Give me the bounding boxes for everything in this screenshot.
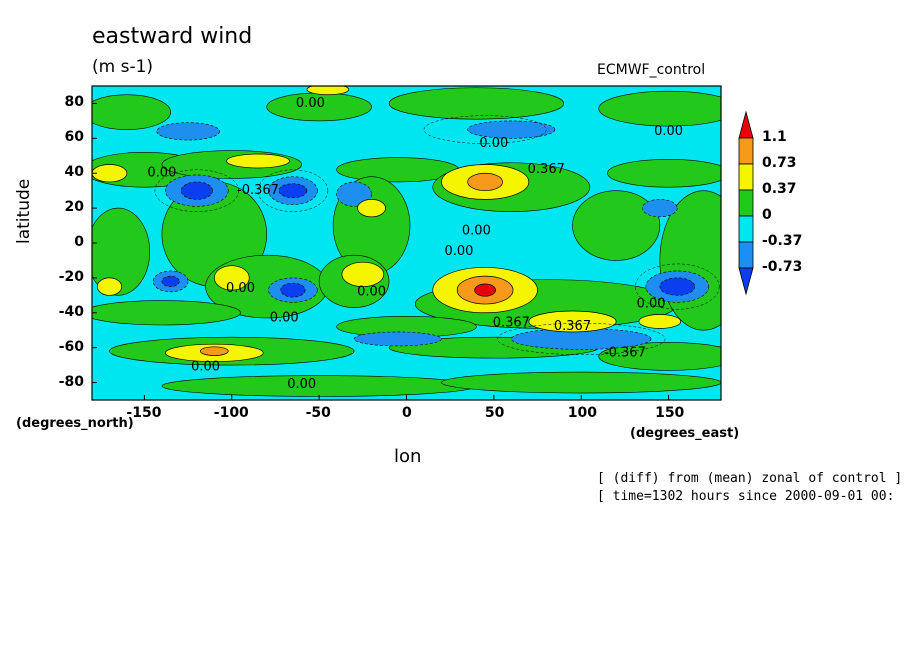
y-tick-label: 40	[64, 164, 84, 181]
contour-label: 0.00	[462, 223, 491, 238]
colorbar-top-arrow	[738, 110, 754, 139]
contour-region-negative	[642, 199, 678, 218]
contour-line	[497, 322, 666, 355]
contour-line	[423, 115, 547, 144]
contour-region-positive	[161, 375, 477, 397]
x-tick-label: 150	[655, 405, 685, 421]
x-tick-label: 100	[567, 405, 597, 421]
colorbar-tick-label: -0.37	[762, 233, 803, 249]
contour-label: -0.367	[604, 345, 646, 360]
contour-line	[635, 263, 720, 310]
contour-region-max	[474, 283, 496, 297]
contour-region-negative	[467, 120, 556, 139]
y-tick-label: -20	[58, 268, 84, 285]
colorbar-tick-label: -0.73	[762, 259, 803, 275]
contour-region-min	[280, 282, 306, 298]
y-tick-label: -60	[58, 338, 84, 355]
chart-units: (m s-1)	[92, 57, 154, 77]
colorbar-tick-label: 1.1	[762, 129, 787, 145]
contour-label: 0.00	[296, 96, 325, 111]
contour-region-positive	[598, 342, 721, 371]
contour-region-positive	[598, 90, 721, 127]
y-tick-label: 20	[64, 199, 84, 216]
contour-label: 0.00	[479, 136, 508, 151]
y-tick-label: 80	[64, 94, 84, 111]
y-unit-label: (degrees_north)	[16, 416, 134, 431]
contour-region-strong-positive	[306, 86, 350, 96]
contour-region-strong-positive	[638, 314, 682, 329]
colorbar-segment	[738, 189, 754, 217]
contour-region-min	[659, 277, 696, 296]
colorbar-tick-label: 0	[762, 207, 772, 223]
colorbar-tick-label: 0.37	[762, 181, 797, 197]
note-line-2: [ time=1302 hours since 2000-09-01 00:	[597, 489, 895, 504]
contour-region-min	[278, 183, 308, 198]
contour-region-strong-positive	[96, 277, 123, 296]
contour-label: 0.00	[287, 377, 316, 392]
contour-label: 0.00	[357, 284, 386, 299]
contour-region-strong-positive	[341, 261, 385, 287]
y-tick-label: 0	[74, 234, 84, 250]
contour-region-min	[161, 275, 180, 287]
contour-region-positive	[572, 190, 661, 261]
contour-label: 0.00	[270, 311, 299, 326]
x-tick-label: 0	[402, 405, 412, 421]
contour-region-strong-positive	[357, 199, 386, 218]
contour-label: 0.00	[444, 244, 473, 259]
contour-label: 0.00	[226, 281, 255, 296]
x-tick-label: 50	[484, 405, 505, 421]
contour-region-negative	[336, 181, 372, 207]
x-tick-label: -50	[305, 405, 331, 421]
x-tick-label: -150	[126, 405, 162, 421]
dataset-label: ECMWF_control	[597, 62, 706, 78]
contour-label: 0.00	[191, 359, 220, 374]
colorbar-segment	[738, 137, 754, 165]
y-tick-label: -40	[58, 303, 84, 320]
contour-region-positive	[92, 94, 171, 130]
contour-label: -0.367	[237, 183, 279, 198]
contour-label: 0.00	[147, 166, 176, 181]
chart-title: eastward wind	[92, 24, 253, 49]
contour-region-negative	[156, 122, 220, 141]
contour-region-core	[467, 172, 503, 192]
y-axis-label: latitude	[14, 178, 34, 244]
y-tick-label: 60	[64, 129, 84, 146]
x-tick-label: -100	[213, 405, 249, 421]
note-line-1: [ (diff) from (mean) zonal of control ]	[597, 471, 903, 486]
colorbar-segment	[738, 163, 754, 191]
contour-line	[154, 169, 240, 212]
x-axis-label: lon	[394, 446, 422, 467]
contour-region-negative	[353, 331, 442, 347]
contour-region-core	[199, 346, 229, 356]
contour-region-positive	[607, 158, 721, 188]
y-tick-label: -80	[58, 373, 84, 390]
colorbar-segment	[738, 241, 754, 269]
contour-line	[257, 169, 329, 212]
contour-region-positive	[92, 207, 150, 296]
contour-region-strong-positive	[226, 153, 290, 169]
contour-label: 0.00	[654, 124, 683, 139]
contour-region-strong-positive	[92, 164, 128, 183]
colorbar-segment	[738, 215, 754, 243]
colorbar-tick-label: 0.73	[762, 155, 797, 171]
contour-region-min	[180, 181, 213, 200]
contour-region-positive	[441, 371, 721, 394]
contour-label: 0.00	[637, 297, 666, 312]
contour-label: 0.367	[528, 162, 565, 177]
contour-label: 0.367	[554, 319, 591, 334]
contour-region-strong-positive	[213, 265, 250, 291]
x-unit-label: (degrees_east)	[630, 426, 740, 441]
contour-label: 0.367	[493, 316, 530, 331]
contour-region-strong-positive	[528, 310, 617, 333]
contour-region-positive	[92, 300, 241, 326]
contour-region-positive	[388, 87, 565, 120]
colorbar-bottom-arrow	[738, 267, 754, 296]
